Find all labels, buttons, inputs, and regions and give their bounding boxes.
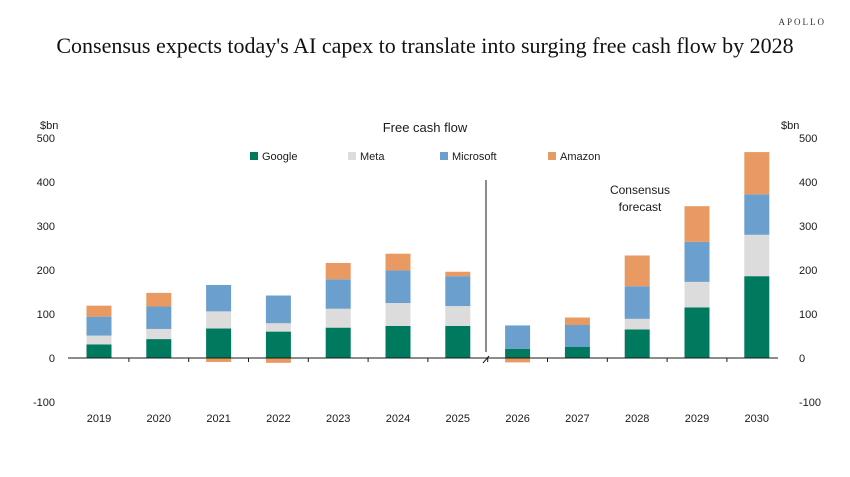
bar-amazon-2025	[445, 271, 471, 277]
chart-title: Free cash flow	[383, 120, 468, 135]
legend-label-meta: Meta	[360, 151, 385, 163]
bar-amazon-2021	[206, 358, 232, 362]
bar-meta-2022	[265, 323, 291, 332]
brand-logo: APOLLO	[778, 17, 826, 27]
bar-meta-2019	[86, 335, 112, 345]
x-tick-label: 2022	[266, 413, 290, 425]
bar-meta-2020	[146, 328, 172, 340]
legend-label-amazon: Amazon	[560, 151, 600, 163]
annotation-line: forecast	[619, 200, 662, 214]
bar-meta-2021	[206, 311, 232, 329]
bar-meta-2028	[624, 318, 650, 330]
y-tick-label-right: 400	[799, 177, 817, 189]
bar-microsoft-2025	[445, 276, 471, 307]
x-tick-label: 2028	[625, 413, 649, 425]
x-axis: 2019 2020 2021 2022 2023 2024 2025 2026 2027 2028…	[68, 357, 778, 425]
legend: Google Meta Microsoft Amazon	[250, 151, 600, 163]
annotation-line: Consensus	[610, 183, 670, 197]
y-tick-label-right: 100	[799, 309, 817, 321]
y-tick-label-right: 500	[799, 133, 817, 145]
bar-amazon-2019	[86, 305, 112, 317]
bar-amazon-2026	[505, 358, 531, 363]
bar-meta-2029	[684, 281, 710, 308]
y-axis-right: -100 0 100 200 300 400 500	[799, 133, 821, 409]
x-tick-label: 2023	[326, 413, 350, 425]
axis-break-mark	[482, 355, 490, 364]
x-tick-label: 2020	[147, 413, 171, 425]
bar-google-2024	[385, 325, 411, 358]
legend-label-google: Google	[262, 151, 297, 163]
x-tick-label: 2030	[745, 413, 769, 425]
bar-amazon-2030	[744, 152, 770, 195]
x-tick-label: 2026	[505, 413, 529, 425]
bar-microsoft-2020	[146, 306, 172, 329]
y-axis-left: -100 0 100 200 300 400 500	[33, 133, 55, 409]
bar-google-2020	[146, 339, 172, 358]
bar-microsoft-2024	[385, 270, 411, 303]
bar-meta-2030	[744, 234, 770, 277]
bar-google-2027	[564, 347, 590, 358]
bar-amazon-2027	[564, 317, 590, 325]
bar-meta-2024	[385, 303, 411, 326]
legend-swatch-google	[250, 152, 258, 160]
legend-swatch-amazon	[548, 152, 556, 160]
y-axis-unit-left: $bn	[40, 120, 58, 132]
y-tick-label-right: 0	[799, 353, 805, 365]
y-tick-label-left: 300	[37, 221, 55, 233]
bar-amazon-2029	[684, 206, 710, 242]
page-title: Consensus expects today's AI capex to tr…	[56, 33, 794, 58]
bar-microsoft-2021	[206, 284, 232, 312]
y-axis-unit-right: $bn	[781, 120, 799, 132]
bar-amazon-2024	[385, 253, 411, 271]
y-tick-label-left: 400	[37, 177, 55, 189]
bar-microsoft-2028	[624, 286, 650, 319]
y-tick-label-right: 300	[799, 221, 817, 233]
legend-label-microsoft: Microsoft	[452, 151, 497, 163]
y-tick-label-left: 500	[37, 133, 55, 145]
bar-google-2026	[505, 348, 531, 358]
x-tick-label: 2024	[386, 413, 410, 425]
bars	[86, 152, 770, 363]
x-tick-label: 2025	[446, 413, 470, 425]
x-tick-label: 2021	[206, 413, 230, 425]
bar-google-2030	[744, 276, 770, 358]
y-tick-label-left: 200	[37, 265, 55, 277]
legend-swatch-microsoft	[440, 152, 448, 160]
y-tick-label-left: 0	[49, 353, 55, 365]
bar-microsoft-2027	[564, 325, 590, 347]
bar-google-2021	[206, 328, 232, 358]
bar-google-2029	[684, 307, 710, 358]
bar-google-2022	[265, 331, 291, 358]
bar-amazon-2022	[265, 358, 291, 363]
y-tick-label-right: -100	[799, 397, 821, 409]
y-tick-label-right: 200	[799, 265, 817, 277]
bar-microsoft-2029	[684, 241, 710, 282]
consensus-forecast-annotation: Consensus forecast	[610, 183, 670, 214]
bar-google-2023	[325, 327, 351, 358]
bar-microsoft-2023	[325, 279, 351, 309]
y-tick-label-left: 100	[37, 309, 55, 321]
bar-meta-2025	[445, 306, 471, 326]
bar-google-2019	[86, 344, 112, 358]
bar-google-2028	[624, 329, 650, 358]
y-tick-label-left: -100	[33, 397, 55, 409]
x-tick-label: 2027	[565, 413, 589, 425]
x-tick-label: 2019	[87, 413, 111, 425]
bar-microsoft-2030	[744, 194, 770, 235]
bar-microsoft-2022	[265, 295, 291, 324]
bar-meta-2023	[325, 308, 351, 328]
x-tick-label: 2029	[685, 413, 709, 425]
bar-microsoft-2019	[86, 316, 112, 336]
legend-swatch-meta	[348, 152, 356, 160]
bar-google-2025	[445, 325, 471, 358]
bar-microsoft-2026	[505, 325, 531, 349]
bar-amazon-2028	[624, 255, 650, 287]
bar-amazon-2023	[325, 262, 351, 280]
bar-amazon-2020	[146, 292, 172, 307]
